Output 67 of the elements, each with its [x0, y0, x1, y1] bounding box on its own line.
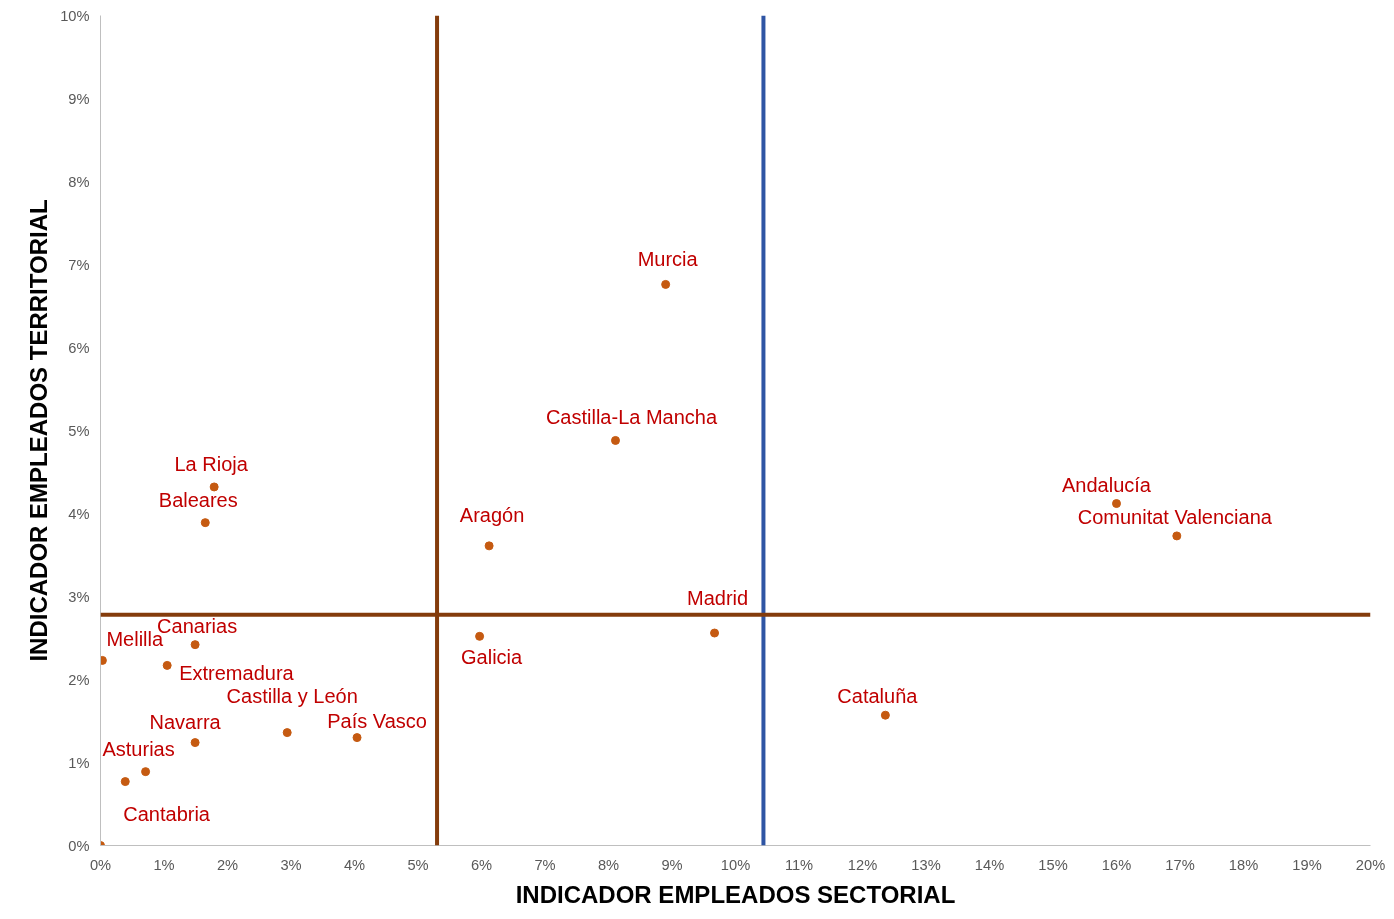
annotation: Aragón — [459, 503, 525, 526]
x-tick-label: 19% — [1292, 856, 1322, 873]
x-tick-label: 13% — [911, 856, 941, 873]
point — [190, 640, 200, 650]
annotation: Cantabria — [123, 802, 211, 825]
annotation: Navarra — [149, 710, 222, 733]
x-tick-label: 10% — [720, 856, 751, 873]
point — [710, 628, 720, 638]
annotation: País Vasco — [327, 709, 427, 732]
y-tick-label: 7% — [68, 256, 90, 273]
annotation: Castilla-La Mancha — [545, 406, 718, 429]
point — [200, 518, 210, 528]
point — [162, 660, 172, 670]
point — [661, 279, 671, 289]
annotation: La Rioja — [174, 452, 249, 475]
y-tick-label: 1% — [68, 754, 90, 771]
point — [282, 728, 292, 738]
y-tick-label: 2% — [68, 671, 90, 688]
x-axis-title: INDICADOR EMPLEADOS SECTORIAL — [515, 880, 956, 908]
annotation: Cataluña — [837, 685, 919, 708]
x-tick-label: 11% — [784, 856, 814, 873]
y-tick-label: 10% — [60, 7, 90, 24]
x-tick-label: 4% — [343, 856, 366, 873]
annotation: Extremadura — [179, 662, 295, 685]
y-tick-label: 4% — [68, 505, 90, 522]
x-tick-label: 18% — [1228, 856, 1259, 873]
y-tick-label: 8% — [68, 173, 90, 190]
x-tick-label: 12% — [847, 856, 878, 873]
point — [484, 541, 494, 551]
y-tick-label: 9% — [68, 90, 90, 107]
annotation: Baleares — [158, 488, 238, 511]
y-tick-label: 0% — [68, 837, 90, 854]
x-tick-label: 0% — [89, 856, 112, 873]
annotation: Madrid — [686, 587, 749, 610]
annotation: Asturias — [102, 737, 175, 760]
x-tick-label: 3% — [280, 856, 302, 873]
annotation: Comunitat Valenciana — [1077, 505, 1273, 528]
point — [610, 435, 620, 445]
x-tick-label: 15% — [1038, 856, 1068, 873]
y-tick-label: 3% — [68, 588, 90, 605]
x-tick-label: 17% — [1165, 856, 1195, 873]
point — [120, 777, 130, 787]
y-tick-label: 6% — [68, 339, 90, 356]
x-tick-label: 16% — [1101, 856, 1132, 873]
annotation: Murcia — [637, 248, 699, 271]
x-tick-label: 7% — [534, 856, 556, 873]
point — [209, 482, 219, 492]
x-tick-label: 14% — [974, 856, 1005, 873]
x-tick-label: 9% — [661, 856, 683, 873]
x-tick-label: 8% — [597, 856, 620, 873]
point — [1172, 531, 1182, 541]
x-tick-label: 1% — [153, 856, 175, 873]
x-tick-label: 6% — [470, 856, 493, 873]
x-tick-label: 2% — [216, 856, 239, 873]
x-tick-label: 5% — [407, 856, 429, 873]
point — [880, 710, 890, 720]
point — [352, 733, 362, 743]
annotation: Castilla y León — [226, 684, 358, 707]
point — [1112, 499, 1121, 509]
annotation: Andalucía — [1062, 473, 1152, 496]
y-axis-title: INDICADOR EMPLEADOS TERRITORIAL — [25, 199, 53, 662]
y-tick-label: 5% — [68, 422, 90, 439]
annotation: Galicia — [461, 646, 524, 669]
point — [190, 738, 200, 748]
point — [141, 767, 151, 777]
x-tick-label: 20% — [1355, 856, 1386, 873]
point — [475, 631, 485, 641]
